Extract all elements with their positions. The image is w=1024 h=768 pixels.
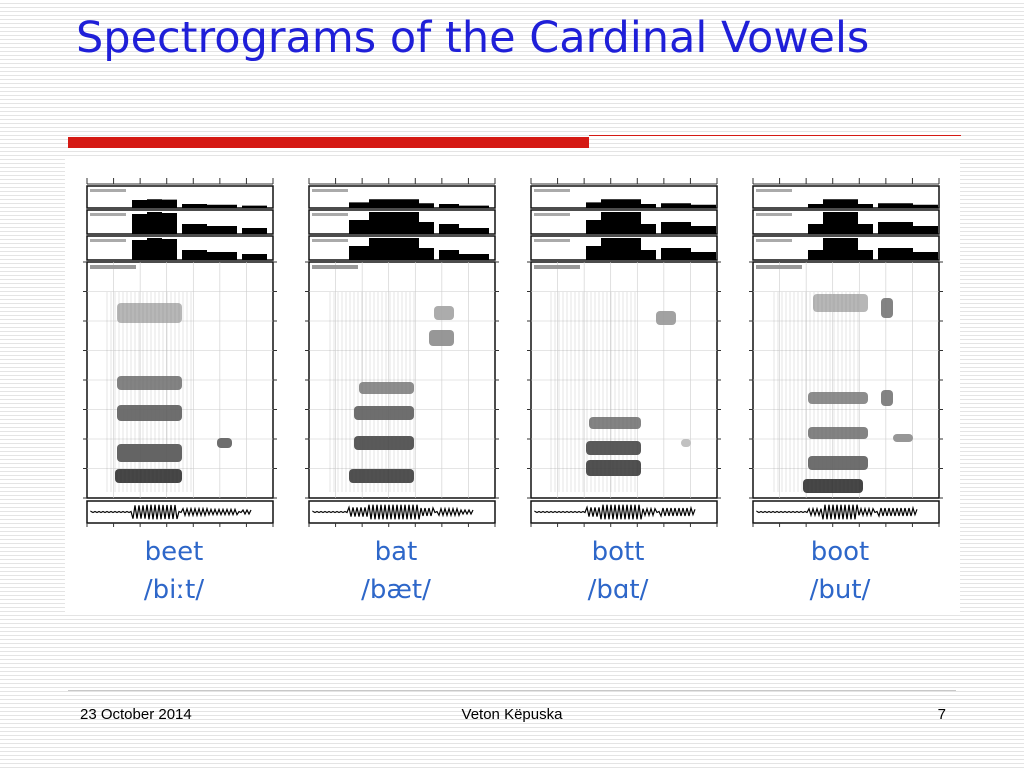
vowel-ipa-label: /biːt/ [143,575,205,605]
vowel-word-label: bat [374,537,418,567]
vowel-word-label: beet [144,537,204,567]
title-underline-bar [68,137,589,148]
vowel-ipa-label: /bæt/ [361,575,431,605]
spectrogram-panel-bott: bott /bɑt/ [509,158,727,614]
footer-author: Veton Këpuska [461,706,563,723]
spectrogram-image [305,178,499,527]
vowel-word-label: bott [591,537,645,567]
footer-divider [68,690,956,691]
vowel-ipa-label: /but/ [809,575,871,605]
spectrogram-figure: beet /biːt/ bat /bæt/ bott /bɑt/ boot /b… [65,158,960,614]
slide-number: 7 [937,706,946,723]
spectrogram-image [749,178,943,527]
spectrogram-panel-bat: bat /bæt/ [287,158,505,614]
spectrogram-panel-beet: beet /biːt/ [65,158,283,614]
vowel-word-label: boot [810,537,870,567]
slide-title: Spectrograms of the Cardinal Vowels [76,13,870,63]
spectrogram-image [83,178,277,527]
vowel-ipa-label: /bɑt/ [587,575,649,605]
spectrogram-image [527,178,721,527]
footer-date: 23 October 2014 [80,706,192,723]
spectrogram-panel-boot: boot /but/ [731,158,949,614]
title-underline-line [589,135,961,136]
